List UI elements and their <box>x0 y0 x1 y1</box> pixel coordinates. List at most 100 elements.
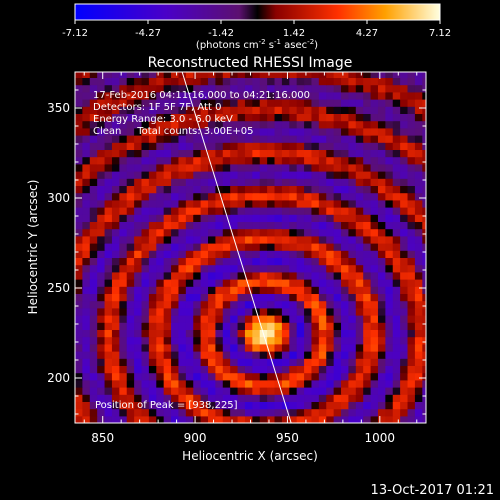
heatmap-cell <box>289 72 298 78</box>
heatmap-cell <box>75 300 83 309</box>
heatmap-cell <box>156 135 165 143</box>
heatmap-cell <box>230 264 239 273</box>
heatmap-cell <box>326 178 335 186</box>
heatmap-cell <box>422 91 426 100</box>
heatmap-cell <box>230 279 239 287</box>
heatmap-cell <box>304 127 313 136</box>
heatmap-cell <box>222 322 231 330</box>
heatmap-cell <box>392 279 401 287</box>
heatmap-cell <box>318 235 327 244</box>
heatmap-cell <box>208 113 216 122</box>
heatmap-cell <box>407 72 416 78</box>
heatmap-cell <box>422 163 426 172</box>
heatmap-cell <box>222 120 231 129</box>
heatmap-cell <box>392 192 401 201</box>
heatmap-cell <box>333 336 342 345</box>
heatmap-cell <box>274 372 283 381</box>
heatmap-cell <box>422 192 426 201</box>
heatmap-cell <box>244 214 253 222</box>
heatmap-cell <box>193 163 202 172</box>
heatmap-cell <box>267 235 276 244</box>
heatmap-cell <box>422 300 426 309</box>
heatmap-cell <box>141 178 150 186</box>
heatmap-cell <box>185 72 194 78</box>
heatmap-cell <box>148 235 157 244</box>
heatmap-cell <box>407 271 416 280</box>
heatmap-cell <box>134 387 143 395</box>
heatmap-cell <box>82 228 91 237</box>
heatmap-cell <box>281 99 290 107</box>
heatmap-cell <box>171 307 180 316</box>
heatmap-cell <box>400 394 409 402</box>
heatmap-cell <box>156 178 165 186</box>
heatmap-cell <box>267 113 276 122</box>
heatmap-cell <box>119 99 128 107</box>
x-tick-label: 950 <box>276 431 299 445</box>
heatmap-cell <box>134 401 143 410</box>
heatmap-cell <box>230 343 239 352</box>
heatmap-cell <box>407 415 416 423</box>
heatmap-cell <box>222 257 231 266</box>
heatmap-cell <box>148 156 157 165</box>
heatmap-cell <box>304 379 313 388</box>
heatmap-cell <box>222 250 231 258</box>
heatmap-cell <box>333 77 342 86</box>
heatmap-cell <box>222 293 231 302</box>
heatmap-cell <box>126 149 135 158</box>
heatmap-cell <box>414 84 423 93</box>
heatmap-cell <box>119 228 128 237</box>
heatmap-cell <box>126 199 135 208</box>
heatmap-cell <box>178 120 187 129</box>
y-tick-label: 350 <box>47 101 70 115</box>
heatmap-cell <box>392 264 401 273</box>
heatmap-cell <box>193 408 202 417</box>
heatmap-cell <box>141 91 150 100</box>
heatmap-cell <box>126 329 135 338</box>
heatmap-cell <box>259 365 268 374</box>
heatmap-cell <box>193 221 202 230</box>
heatmap-cell <box>156 322 165 330</box>
heatmap-cell <box>126 307 135 316</box>
heatmap-cell <box>200 271 209 280</box>
heatmap-cell <box>215 199 224 208</box>
heatmap-cell <box>355 379 364 388</box>
heatmap-cell <box>355 113 364 122</box>
heatmap-cell <box>407 156 416 165</box>
heatmap-cell <box>200 264 209 273</box>
heatmap-cell <box>341 271 350 280</box>
heatmap-cell <box>392 343 401 352</box>
heatmap-cell <box>326 135 335 143</box>
y-axis-label: Heliocentric Y (arcsec) <box>26 180 40 315</box>
heatmap-cell <box>178 336 187 345</box>
heatmap-cell <box>318 408 327 417</box>
heatmap-cell <box>171 84 180 93</box>
heatmap-cell <box>259 149 268 158</box>
heatmap-cell <box>400 307 409 316</box>
heatmap-cell <box>281 77 290 86</box>
heatmap-cell <box>296 257 305 266</box>
heatmap-cell <box>385 408 394 417</box>
heatmap-cell <box>259 120 268 129</box>
heatmap-cell <box>178 257 187 266</box>
heatmap-cell <box>148 120 157 129</box>
heatmap-cell <box>348 358 357 366</box>
heatmap-cell <box>385 322 394 330</box>
heatmap-cell <box>222 163 231 172</box>
heatmap-cell <box>163 91 172 100</box>
heatmap-cell <box>148 257 157 266</box>
heatmap-cell <box>341 199 350 208</box>
heatmap-cell <box>111 106 120 114</box>
heatmap-cell <box>407 315 416 323</box>
heatmap-cell <box>134 156 143 165</box>
heatmap-cell <box>141 84 150 93</box>
heatmap-cell <box>407 228 416 237</box>
heatmap-cell <box>244 322 253 330</box>
heatmap-cell <box>178 178 187 186</box>
heatmap-cell <box>318 293 327 302</box>
heatmap-cell <box>244 243 253 251</box>
heatmap-cell <box>274 149 283 158</box>
heatmap-cell <box>333 372 342 381</box>
heatmap-cell <box>326 99 335 107</box>
heatmap-cell <box>296 351 305 359</box>
heatmap-cell <box>377 149 386 158</box>
